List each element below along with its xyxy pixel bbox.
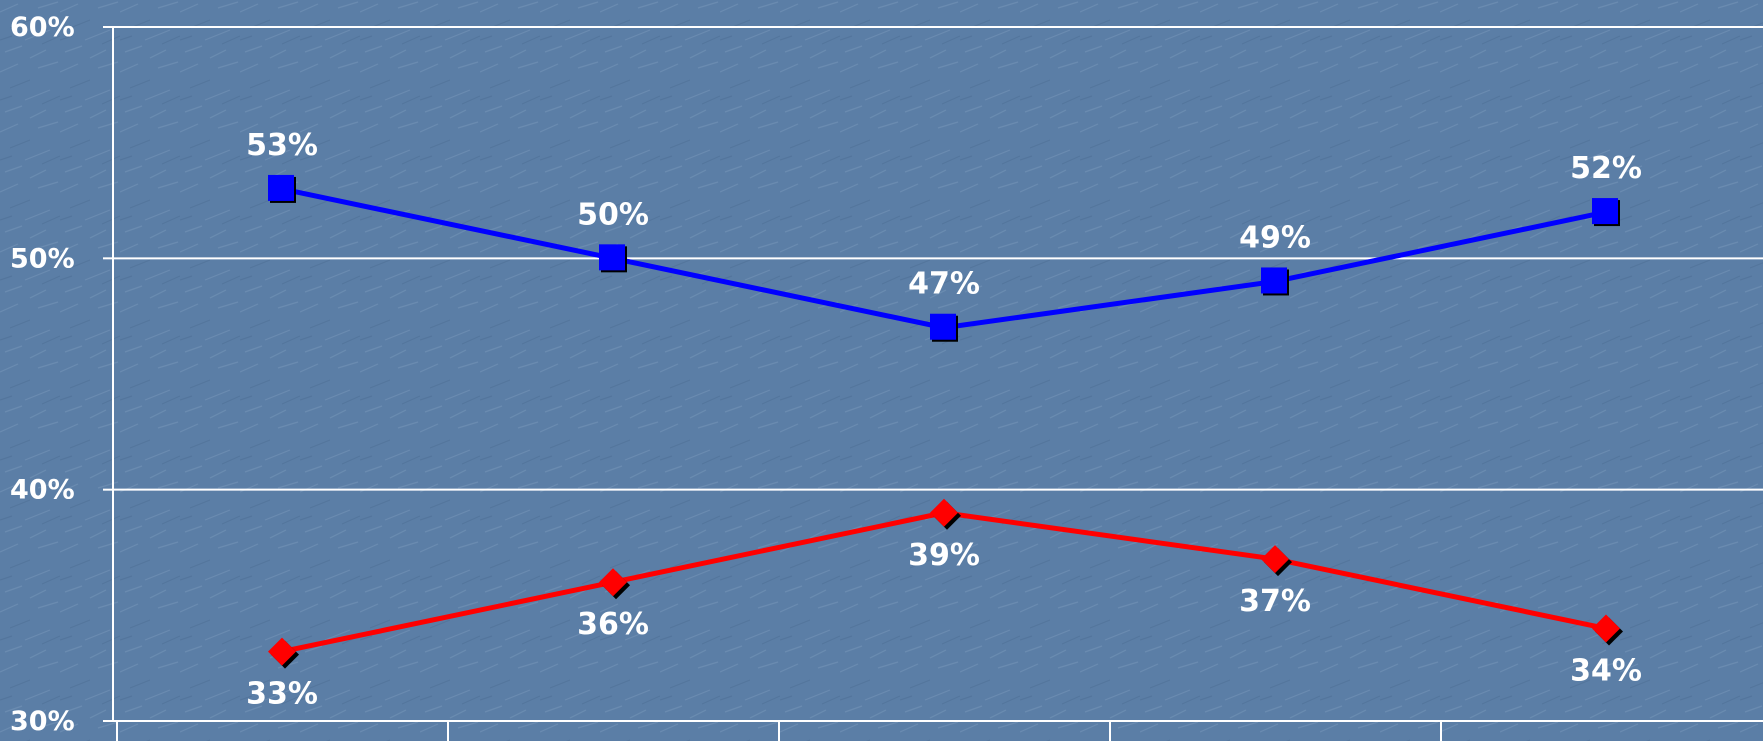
y-tick-label: 30% [10,706,75,737]
data-label: 34% [1570,653,1642,688]
data-label: 36% [577,607,649,642]
data-label: 49% [1239,220,1311,255]
square-marker [1261,267,1287,294]
data-label: 50% [577,197,649,232]
series-1: 53% 50% 47% 49% 52% [246,128,1642,342]
diamond-marker [1261,545,1289,574]
data-label: 47% [908,267,980,302]
diamond-marker [599,568,627,597]
y-tick-label: 50% [10,243,75,274]
diamond-marker [1592,614,1620,643]
data-label: 37% [1239,584,1311,619]
series-layer: 53% 50% 47% 49% 52% 33% 36% 39% 37% 34% [246,128,1642,712]
square-marker [930,313,956,340]
data-label: 52% [1570,151,1642,186]
y-tick-label: 40% [10,475,75,506]
diamond-marker [268,637,296,666]
y-axis-tick-labels: 30% 40% 50% 60% [10,12,75,737]
data-label: 53% [246,128,318,163]
gridlines [103,26,1763,741]
data-label: 33% [246,677,318,712]
diamond-marker [930,498,958,527]
data-label: 39% [908,538,980,573]
series-2: 33% 36% 39% 37% 34% [246,498,1642,712]
square-marker [1592,198,1618,225]
square-marker [268,174,294,201]
y-tick-label: 60% [10,12,75,43]
square-marker [599,244,625,271]
